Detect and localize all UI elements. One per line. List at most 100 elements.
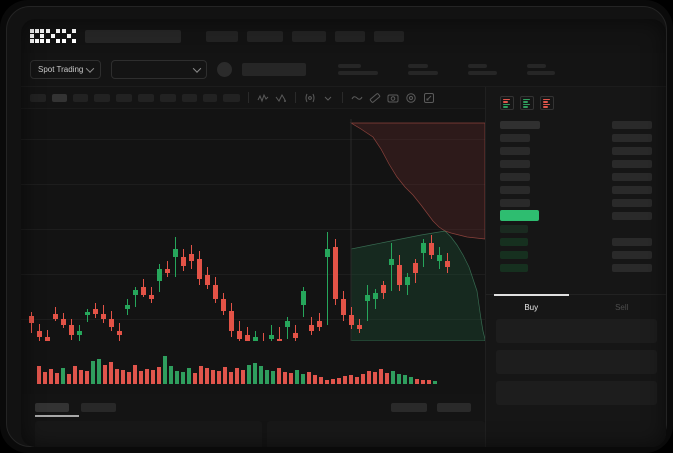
timeframe-10[interactable] [223, 93, 240, 102]
orderbook-amount-cell [612, 185, 652, 194]
orderbook-bid-row[interactable] [486, 222, 666, 235]
candle-body [245, 335, 250, 341]
volume-bar [91, 361, 95, 384]
tab-sell[interactable]: Sell [577, 295, 667, 319]
okx-logo-icon[interactable] [30, 29, 76, 43]
candle-wick [327, 232, 328, 325]
price-chart[interactable] [21, 109, 485, 341]
action-cancel-all[interactable] [437, 403, 471, 412]
volume-bar [103, 365, 107, 384]
volume-bar [379, 369, 383, 384]
candle-body [349, 315, 354, 325]
timeframe-6[interactable] [138, 93, 154, 102]
drawing-tools-icon[interactable] [304, 92, 316, 104]
candle-body [29, 316, 34, 323]
orderbook-ask-row[interactable] [486, 131, 666, 144]
search-field[interactable] [85, 29, 181, 43]
candle-wick [47, 330, 48, 341]
volume-bar [355, 377, 359, 384]
tab-buy[interactable]: Buy [486, 294, 577, 319]
tab-order-history[interactable] [81, 403, 116, 412]
orderbook-ask-row[interactable] [486, 183, 666, 196]
compare-icon[interactable] [275, 92, 287, 104]
candle-wick [175, 237, 176, 277]
gridline-1 [21, 184, 485, 185]
orderbook-amount-cell [612, 172, 652, 181]
fullscreen-icon[interactable] [423, 92, 435, 104]
order-amount-field[interactable] [496, 350, 657, 374]
candle-wick [255, 331, 256, 341]
orderbook-amount-cell [612, 159, 652, 168]
orderbook-ask-row[interactable] [486, 196, 666, 209]
volume-bar [133, 365, 137, 384]
tab-open-orders[interactable] [35, 403, 69, 412]
orderbook-last-price-row[interactable] [486, 209, 666, 222]
candle-body [85, 312, 90, 315]
orders-tab-bar [21, 394, 485, 421]
orderbook-ask-row[interactable] [486, 144, 666, 157]
volume-bar [433, 381, 437, 384]
settings-icon[interactable] [405, 92, 417, 104]
candle-body [173, 249, 178, 257]
stat-24h-volume [527, 64, 556, 75]
timeframe-9[interactable] [203, 93, 217, 102]
trading-pair-select[interactable] [111, 60, 208, 79]
timeframe-2[interactable] [52, 93, 67, 102]
timeframe-5[interactable] [116, 93, 132, 102]
orderbook-view-both-icon[interactable] [500, 96, 514, 110]
candle-wick [391, 243, 392, 291]
candle-body [197, 259, 202, 279]
candle-body [237, 331, 242, 339]
orderbook-price-cell [500, 185, 530, 194]
orderbook-bid-row[interactable] [486, 248, 666, 261]
orderbook-bid-row[interactable] [486, 235, 666, 248]
active-tab-underline [35, 415, 79, 417]
orderbook-header-row[interactable] [486, 118, 666, 131]
orderbook-icon-line [522, 101, 528, 103]
timeframe-3[interactable] [73, 93, 88, 102]
nav-item-3[interactable] [292, 30, 326, 42]
timeframe-8[interactable] [182, 93, 197, 102]
volume-bar [235, 368, 239, 384]
candle-body [293, 333, 298, 338]
candle-body [133, 290, 138, 295]
volume-bar [157, 367, 161, 384]
candle-body [301, 291, 306, 305]
orderbook-view-asks-icon[interactable] [540, 96, 554, 110]
orderbook-icon-line [502, 101, 508, 103]
candle-body [341, 299, 346, 315]
candle-body [125, 305, 130, 309]
orderbook-bid-row[interactable] [486, 261, 666, 274]
volume-bar [139, 371, 143, 384]
timeframe-1[interactable] [30, 93, 46, 102]
more-chevron-icon[interactable] [322, 92, 334, 104]
nav-item-4[interactable] [335, 30, 365, 42]
market-type-dropdown[interactable]: Spot Trading [30, 60, 102, 79]
indicator-icon[interactable] [257, 92, 269, 104]
ruler-icon[interactable] [369, 92, 381, 104]
orderbook-ask-row[interactable] [486, 170, 666, 183]
volume-bar [361, 374, 365, 384]
volume-bar [343, 376, 347, 384]
market-subheader: Spot Trading [21, 53, 666, 87]
order-entry-form [486, 319, 666, 412]
orderbook-view-bids-icon[interactable] [520, 96, 534, 110]
nav-item-2[interactable] [247, 30, 283, 42]
orderbook-amount-cell [612, 237, 652, 246]
timeframe-7[interactable] [160, 93, 176, 102]
nav-item-5[interactable] [374, 30, 404, 42]
volume-bar [397, 374, 401, 384]
gridline-0 [21, 139, 485, 140]
volume-bar [217, 371, 221, 384]
order-price-field[interactable] [496, 319, 657, 343]
camera-icon[interactable] [387, 92, 399, 104]
nav-item-1[interactable] [206, 30, 238, 42]
action-hide-other-pairs[interactable] [391, 403, 427, 412]
volume-bar [301, 374, 305, 384]
timeframe-4[interactable] [94, 93, 110, 102]
orderbook-ask-row[interactable] [486, 157, 666, 170]
candle-body [221, 299, 226, 311]
tab-sell-label: Sell [615, 302, 629, 312]
line-chart-icon[interactable] [351, 92, 363, 104]
order-total-field[interactable] [496, 381, 657, 405]
